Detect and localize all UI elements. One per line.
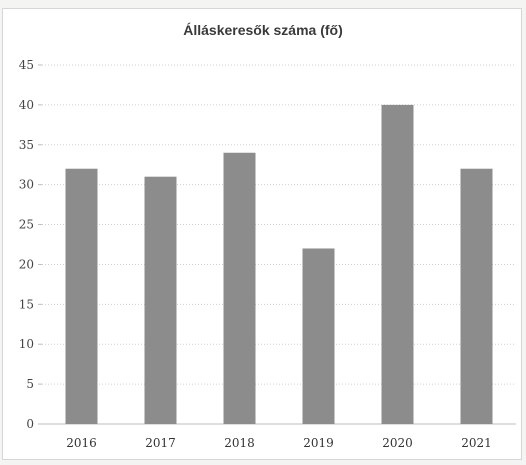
gridlines xyxy=(42,64,516,425)
bar-2017 xyxy=(144,176,177,424)
y-tick-label: 30 xyxy=(19,178,34,192)
y-tick-label: 35 xyxy=(19,138,34,152)
x-tick-label: 2018 xyxy=(224,436,255,450)
x-tick-label: 2021 xyxy=(461,436,492,450)
y-tick-label: 5 xyxy=(26,377,34,391)
bars xyxy=(65,104,493,424)
bar-2021 xyxy=(460,168,493,424)
x-tick-label: 2020 xyxy=(382,436,413,450)
x-axis-labels: 2016 2017 2018 2019 2020 2021 xyxy=(66,436,492,450)
bar-2018 xyxy=(223,152,256,424)
x-tick-label: 2016 xyxy=(66,436,97,450)
bar-2016 xyxy=(65,168,98,424)
y-tick-label: 15 xyxy=(19,297,34,311)
y-tick-label: 40 xyxy=(19,98,34,112)
y-tick-label: 10 xyxy=(19,337,34,351)
x-tick-label: 2019 xyxy=(303,436,334,450)
bar-2020 xyxy=(381,104,414,424)
bar-2019 xyxy=(302,248,335,424)
x-tick-label: 2017 xyxy=(145,436,176,450)
y-tick-label: 20 xyxy=(19,257,34,271)
y-tick-label: 45 xyxy=(19,58,34,72)
y-tick-label: 0 xyxy=(26,417,34,431)
y-tick-label: 25 xyxy=(19,218,34,232)
y-axis-ticks: 0 5 10 15 20 25 30 35 40 45 xyxy=(19,58,42,431)
chart-title: Álláskeresők száma (fő) xyxy=(183,22,343,38)
